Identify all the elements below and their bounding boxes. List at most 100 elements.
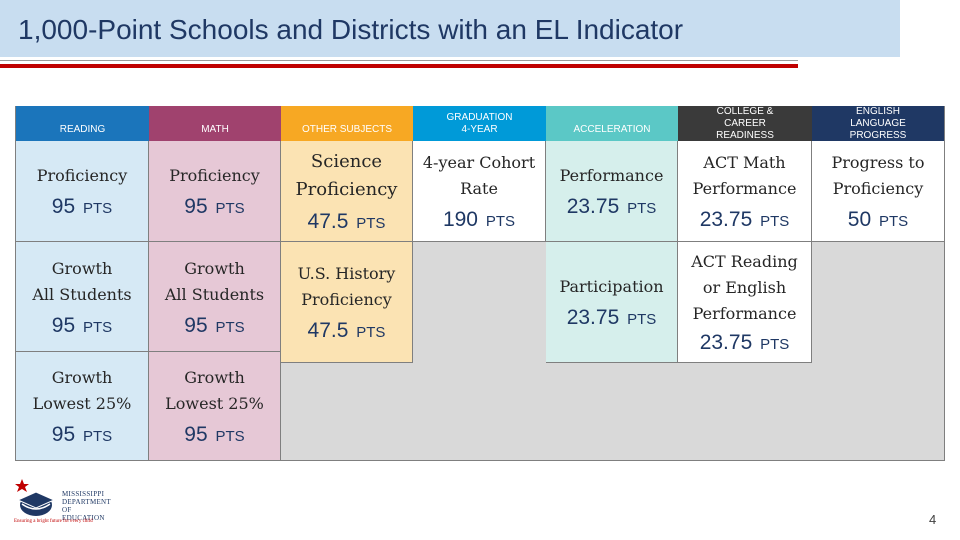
- points-value: 50 PTS: [848, 208, 908, 232]
- header-acceleration-label: ACCELERATION: [573, 124, 651, 135]
- points-number: 95: [184, 423, 208, 446]
- points-value: 47.5 PTS: [308, 210, 386, 234]
- graduation-cap-star-icon: [15, 479, 56, 516]
- points-unit: PTS: [215, 318, 245, 336]
- header-graduation-label: GRADUATION 4-YEAR: [446, 111, 513, 135]
- cell-label: Performance: [692, 179, 797, 198]
- cell-label: Participation: [559, 277, 664, 296]
- page-title: 1,000-Point Schools and Districts with a…: [18, 14, 684, 45]
- cell-label: Growth: [184, 258, 245, 278]
- points-unit: PTS: [760, 213, 790, 230]
- cell-label: Proficiency: [169, 166, 260, 185]
- logo-line: DEPARTMENT OF: [62, 498, 111, 514]
- points-value: 23.75 PTS: [567, 306, 657, 330]
- red-rule: [0, 64, 798, 68]
- cell-label: Performance: [559, 166, 664, 185]
- points-unit: PTS: [83, 200, 113, 217]
- points-number: 23.75: [699, 208, 753, 231]
- points-unit: PTS: [356, 215, 386, 232]
- points-unit: PTS: [485, 213, 516, 230]
- points-value: 95 PTS: [184, 423, 244, 447]
- header-math-label: MATH: [201, 124, 229, 135]
- header-graduation: GRADUATION 4-YEAR: [413, 106, 546, 141]
- points-value: 23.75 PTS: [700, 331, 790, 355]
- header-english-language-label: ENGLISH LANGUAGE PROGRESS: [849, 105, 907, 141]
- points-value: 23.75 PTS: [700, 208, 790, 232]
- cell-label: Growth: [51, 368, 113, 387]
- act-reading-english-cell: ACT Reading or English Performance 23.75…: [678, 242, 812, 363]
- cell-label: Progress to: [831, 153, 925, 172]
- acceleration-performance-cell: Performance 23.75 PTS: [546, 141, 678, 242]
- cell-label: All Students: [164, 284, 265, 304]
- points-value: 190 PTS: [443, 208, 515, 232]
- math-proficiency-cell: Proficiency 95 PTS: [149, 141, 281, 242]
- cell-label: Lowest 25%: [32, 394, 132, 413]
- points-unit: PTS: [215, 200, 245, 217]
- logo-line: MISSISSIPPI: [62, 490, 105, 498]
- points-value: 95 PTS: [184, 195, 244, 219]
- points-number: 47.5: [307, 210, 349, 233]
- cell-label: Lowest 25%: [165, 394, 264, 413]
- reading-growth-lowest-cell: Growth Lowest 25% 95 PTS: [16, 352, 149, 460]
- title-bar: 1,000-Point Schools and Districts with a…: [0, 0, 900, 57]
- points-number: 95: [51, 313, 76, 337]
- points-number: 23.75: [566, 195, 620, 218]
- points-unit: PTS: [356, 324, 386, 341]
- us-history-proficiency-cell: U.S. History Proficiency 47.5 PTS: [281, 242, 413, 363]
- points-value: 95 PTS: [184, 314, 244, 338]
- cell-label: 4-year Cohort: [422, 153, 536, 172]
- points-number: 95: [51, 423, 76, 446]
- elp-progress-cell: Progress to Proficiency 50 PTS: [812, 141, 944, 242]
- reading-proficiency-cell: Proficiency 95 PTS: [16, 141, 149, 242]
- cell-label: Growth: [184, 368, 245, 387]
- points-unit: PTS: [879, 213, 909, 230]
- header-reading-label: READING: [59, 124, 106, 135]
- header-college-career: COLLEGE & CAREER READINESS: [678, 106, 812, 141]
- header-reading: READING: [16, 106, 149, 141]
- cell-label: ACT Math: [703, 153, 786, 172]
- cell-label: Proficiency: [301, 290, 392, 309]
- points-value: 95 PTS: [52, 423, 112, 447]
- cell-label: Rate: [460, 179, 498, 198]
- header-other-subjects-label: OTHER SUBJECTS: [301, 124, 392, 135]
- points-number: 95: [184, 313, 208, 337]
- act-math-performance-cell: ACT Math Performance 23.75 PTS: [678, 141, 812, 242]
- graduation-cohort-cell: 4-year Cohort Rate 190 PTS: [413, 141, 546, 242]
- points-number: 50: [847, 208, 872, 231]
- cell-label: Science: [310, 151, 383, 172]
- cell-label: U.S. History: [297, 264, 396, 283]
- logo-wordmark: MISSISSIPPI DEPARTMENT OF EDUCATION: [62, 490, 122, 522]
- math-growth-all-cell: Growth All Students 95 PTS: [149, 242, 281, 352]
- header-english-language: ENGLISH LANGUAGE PROGRESS: [812, 106, 944, 141]
- header-college-career-label: COLLEGE & CAREER READINESS: [716, 105, 774, 141]
- points-number: 47.5: [307, 319, 349, 342]
- points-number: 190: [442, 208, 478, 231]
- math-growth-lowest-cell: Growth Lowest 25% 95 PTS: [149, 352, 281, 460]
- header-math: MATH: [149, 106, 281, 141]
- points-value: 47.5 PTS: [308, 319, 386, 343]
- cell-label: ACT Reading: [691, 252, 798, 271]
- divider-line: [0, 60, 798, 61]
- points-value: 95 PTS: [52, 195, 112, 219]
- acceleration-participation-cell: Participation 23.75 PTS: [546, 242, 678, 363]
- points-unit: PTS: [83, 318, 113, 336]
- cell-label: Performance: [692, 304, 797, 323]
- cell-label: or English: [702, 278, 787, 297]
- cell-label: Proficiency: [832, 179, 924, 198]
- points-number: 95: [184, 195, 208, 218]
- cell-label: Proficiency: [36, 166, 128, 185]
- cell-label: Growth: [51, 258, 113, 278]
- points-number: 23.75: [566, 306, 620, 329]
- science-proficiency-cell: Science Proficiency 47.5 PTS: [281, 141, 413, 242]
- header-other-subjects: OTHER SUBJECTS: [281, 106, 413, 141]
- mde-logo: MISSISSIPPI DEPARTMENT OF EDUCATION Ensu…: [12, 478, 122, 528]
- cell-label: Proficiency: [295, 179, 398, 200]
- points-unit: PTS: [760, 336, 790, 353]
- points-value: 95 PTS: [52, 314, 112, 338]
- logo-tagline: Ensuring a bright future for every child: [14, 519, 93, 524]
- logo-line: EDUCATION: [62, 514, 105, 522]
- page-number: 4: [929, 512, 937, 527]
- points-value: 23.75 PTS: [567, 195, 657, 219]
- points-number: 23.75: [699, 331, 753, 354]
- points-unit: PTS: [627, 311, 657, 328]
